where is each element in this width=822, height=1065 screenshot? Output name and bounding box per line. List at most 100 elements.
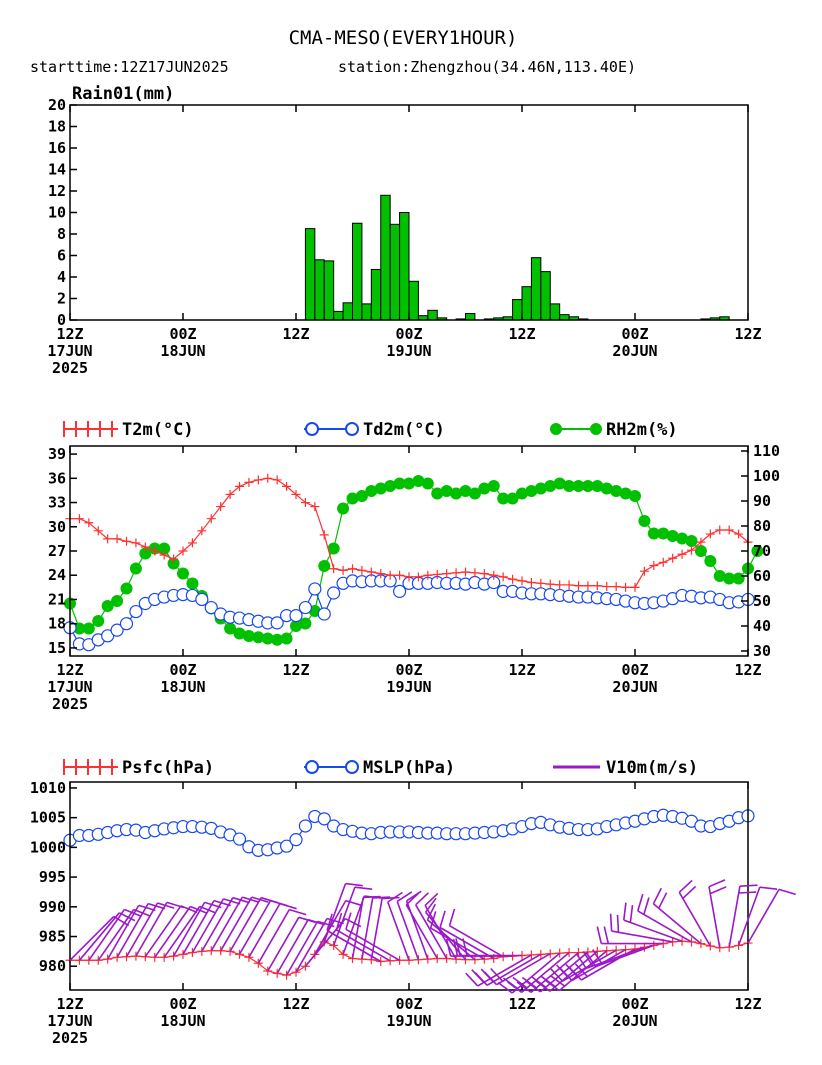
series-point (423, 570, 433, 580)
x-tick-label: 12Z (56, 661, 83, 679)
series-point (318, 560, 331, 572)
wind-barb (323, 882, 363, 943)
x-tick-date: 17JUN (47, 678, 92, 696)
y-tick-label: 990 (39, 898, 66, 916)
rain-bar (408, 280, 419, 321)
wind-barb (455, 938, 522, 957)
series-point (112, 534, 122, 544)
series-point (574, 581, 583, 591)
series-point (676, 532, 689, 545)
y-tick-label: 18 (48, 118, 66, 136)
x-tick-label: 12Z (508, 661, 535, 679)
x-tick-year: 2025 (52, 1029, 88, 1047)
series-point (685, 535, 698, 547)
y2-tick-label: 70 (753, 542, 771, 560)
x-tick-date: 17JUN (47, 1012, 92, 1030)
rain-bar (323, 260, 335, 321)
series-point (600, 482, 613, 495)
x-tick-date: 20JUN (612, 1012, 657, 1030)
series-point (668, 553, 678, 563)
y-tick-label: 36 (48, 469, 66, 487)
x-tick-label: 12Z (734, 325, 761, 343)
y-tick-label: 8 (57, 225, 66, 243)
series-point (169, 951, 179, 961)
x-tick-label: 00Z (621, 325, 648, 343)
wind-barb (585, 944, 655, 968)
series-point (564, 580, 574, 590)
series-point (440, 485, 453, 497)
rain-bar (530, 257, 542, 321)
wind-barb (370, 896, 400, 960)
wind-barb (609, 913, 673, 943)
wind-barb (737, 886, 778, 946)
series-point (545, 579, 555, 589)
wind-barb (351, 895, 381, 959)
series-point (536, 578, 546, 588)
y2-tick-label: 80 (753, 517, 771, 535)
series-point (487, 480, 500, 492)
series-point (282, 481, 292, 491)
y-tick-label: 4 (57, 268, 66, 286)
series-point (365, 485, 378, 497)
y2-tick-label: 50 (753, 592, 771, 610)
chart-subtitle-starttime: starttime:12Z17JUN2025 (30, 58, 229, 76)
series-point (431, 487, 444, 500)
series-point (619, 487, 632, 500)
series-point (489, 570, 499, 580)
series-point (74, 514, 84, 524)
series-point (206, 946, 216, 956)
series-point (357, 565, 367, 575)
series-point (261, 632, 274, 645)
series-point (242, 630, 255, 642)
wind-barb (415, 892, 448, 959)
series-point (506, 492, 519, 505)
wind-barb (507, 951, 570, 994)
series-point (705, 529, 715, 539)
series-point (195, 592, 209, 607)
y2-tick-label: 30 (753, 642, 771, 660)
temperature-series (63, 473, 764, 652)
x-tick-label: 00Z (169, 995, 196, 1013)
series-point (338, 949, 348, 959)
x-tick-label: 12Z (508, 325, 535, 343)
y-tick-label: 30 (48, 518, 66, 536)
legend-td2m: Td2m(°C) (304, 420, 445, 440)
rain-bar (521, 286, 532, 321)
series-point (177, 567, 189, 580)
x-tick-label: 12Z (282, 995, 309, 1013)
series-point (498, 572, 508, 582)
y-tick-label: 1000 (30, 838, 66, 856)
x-tick-date: 20JUN (612, 678, 657, 696)
x-tick-label: 00Z (395, 325, 422, 343)
humidity-y-ticks: 30 40 50 60 70 80 90 100 110 (741, 442, 780, 660)
y-tick-label: 10 (48, 204, 66, 222)
y2-tick-label: 110 (753, 442, 780, 460)
y-tick-label: 20 (48, 96, 66, 114)
series-point (638, 515, 651, 527)
x-tick-label: 00Z (621, 995, 648, 1013)
series-point (658, 557, 668, 567)
series-point (110, 623, 124, 637)
y-tick-label: 985 (39, 928, 66, 946)
series-point (376, 569, 386, 579)
series-point (374, 482, 387, 495)
rain-bar (549, 303, 561, 321)
series-point (253, 475, 263, 485)
wind-barb (326, 913, 382, 963)
rain-bar (352, 222, 363, 321)
x-tick-label: 12Z (282, 661, 309, 679)
series-point (468, 487, 481, 500)
series-point (119, 617, 134, 631)
series-point (366, 567, 376, 577)
series-point (233, 627, 246, 640)
series-point (734, 940, 744, 950)
wind-barb (596, 926, 664, 945)
series-point (687, 545, 696, 555)
y2-tick-label: 100 (753, 467, 780, 485)
y2-tick-label: 60 (753, 567, 771, 585)
series-point (317, 607, 331, 621)
series-point (327, 542, 340, 555)
series-point (300, 961, 310, 971)
series-point (696, 537, 706, 547)
